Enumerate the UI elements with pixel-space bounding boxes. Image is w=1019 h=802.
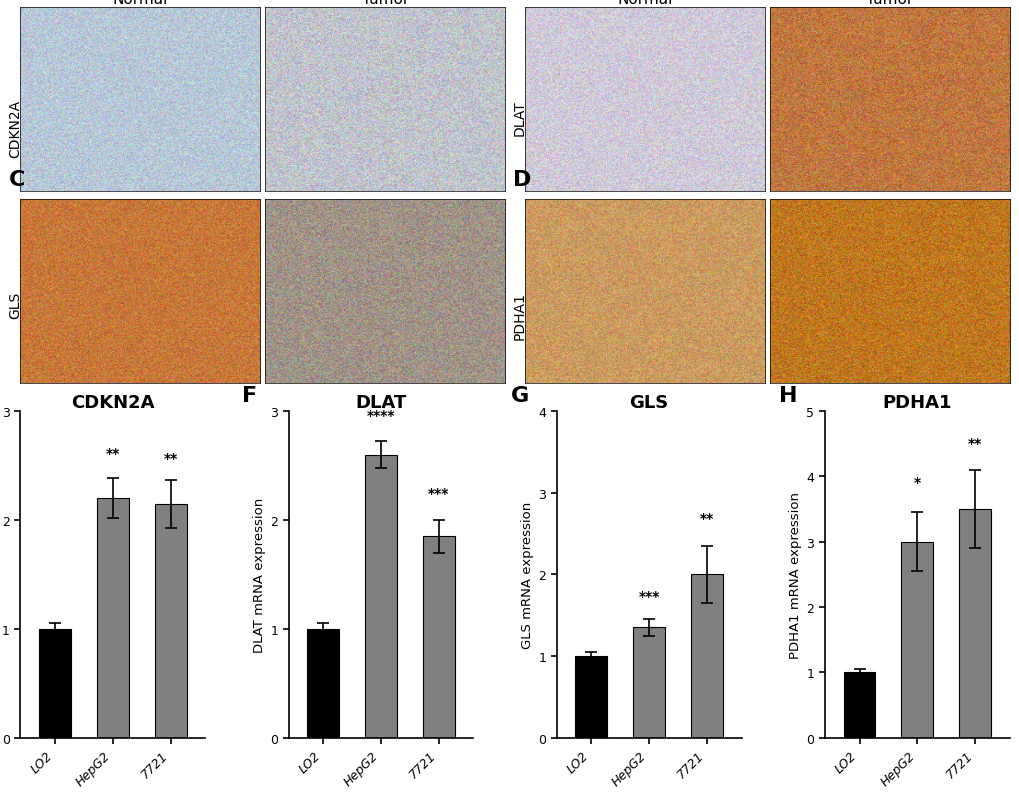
Text: H: H (777, 385, 797, 405)
Title: Tumor: Tumor (865, 0, 912, 7)
Title: Normal: Normal (113, 0, 168, 7)
Bar (575, 656, 606, 738)
Bar (39, 629, 71, 738)
Text: **: ** (967, 436, 981, 451)
Title: Tumor: Tumor (362, 0, 409, 7)
Bar (155, 504, 186, 738)
Title: CDKN2A: CDKN2A (71, 394, 155, 411)
Y-axis label: PDHA1 mRNA expression: PDHA1 mRNA expression (789, 492, 802, 658)
Text: ****: **** (367, 408, 395, 423)
Y-axis label: DLAT: DLAT (512, 100, 526, 136)
Text: ***: *** (428, 487, 449, 500)
Bar (958, 509, 990, 738)
Text: C: C (8, 170, 24, 190)
Text: **: ** (699, 512, 713, 525)
Text: G: G (510, 385, 528, 405)
Y-axis label: DLAT mRNA expression: DLAT mRNA expression (253, 497, 266, 652)
Title: Normal: Normal (616, 0, 672, 7)
Bar (423, 537, 454, 738)
Text: **: ** (106, 447, 120, 460)
Title: GLS: GLS (629, 394, 668, 411)
Bar (307, 629, 338, 738)
Title: DLAT: DLAT (355, 394, 407, 411)
Text: **: ** (163, 452, 177, 466)
Bar (901, 542, 932, 738)
Bar (97, 499, 128, 738)
Title: PDHA1: PDHA1 (881, 394, 951, 411)
Text: ***: *** (638, 589, 659, 603)
Bar (365, 455, 396, 738)
Text: *: * (913, 476, 920, 490)
Y-axis label: CDKN2A: CDKN2A (8, 100, 21, 158)
Text: D: D (513, 170, 531, 190)
Y-axis label: GLS mRNA expression: GLS mRNA expression (521, 501, 534, 648)
Bar (691, 575, 722, 738)
Text: F: F (243, 385, 257, 405)
Bar (633, 628, 664, 738)
Y-axis label: PDHA1: PDHA1 (512, 291, 526, 339)
Bar (843, 673, 874, 738)
Y-axis label: GLS: GLS (8, 291, 21, 318)
